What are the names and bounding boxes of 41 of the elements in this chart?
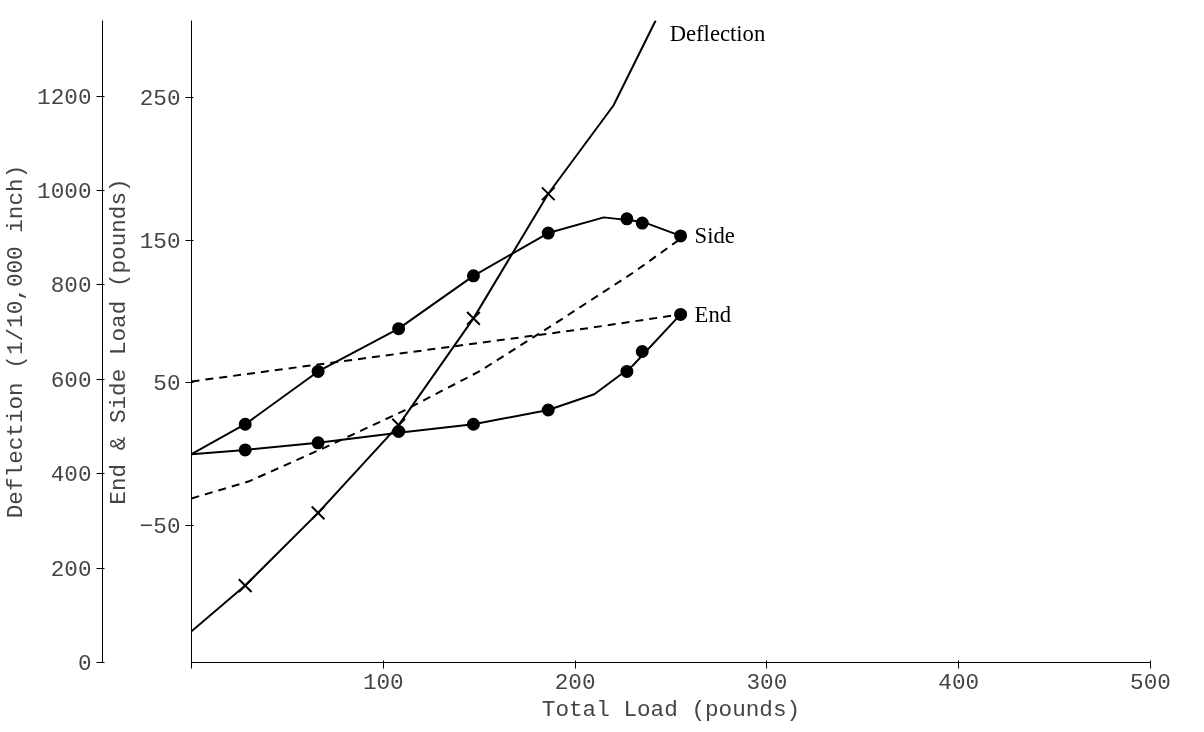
series-label: End <box>694 301 732 327</box>
point <box>541 226 555 240</box>
point <box>541 403 555 417</box>
point <box>635 345 649 358</box>
y-tick-label: 400 <box>50 462 92 489</box>
point <box>620 364 634 378</box>
point <box>620 212 634 226</box>
point <box>311 364 325 378</box>
y-tick-label: 200 <box>50 556 92 583</box>
point <box>635 216 649 230</box>
y-tick-label: 600 <box>50 367 92 394</box>
y-tick-label: 1200 <box>37 84 92 111</box>
point <box>674 229 688 243</box>
y-tick-label: 800 <box>50 273 92 300</box>
point <box>311 436 325 450</box>
x-tick-label: 500 <box>1130 669 1171 696</box>
y-tick-label: 1000 <box>37 178 92 205</box>
series-label: Side <box>694 223 735 249</box>
point <box>238 417 252 431</box>
point <box>466 269 480 283</box>
x-tick-label: 300 <box>746 669 788 696</box>
point <box>392 322 406 336</box>
point <box>466 417 480 431</box>
x-tick-label: 100 <box>362 669 404 696</box>
y-axis-title: Deflection (1/10,000 inch) <box>3 164 30 519</box>
x-axis-title: Total Load (pounds) <box>541 696 801 723</box>
y-tick-label: 0 <box>77 651 92 677</box>
y2-tick-label: 150 <box>139 228 181 255</box>
point <box>540 186 556 202</box>
y2-tick-label: 50 <box>153 371 181 398</box>
x-tick-label: 400 <box>938 669 980 696</box>
y2-tick-label: 250 <box>139 86 181 113</box>
point <box>310 505 326 521</box>
point <box>674 307 688 321</box>
point <box>466 311 481 326</box>
point <box>237 578 253 593</box>
series-label: Deflection <box>669 20 766 46</box>
x-tick-label: 200 <box>554 669 596 696</box>
y2-tick-label: −50 <box>139 514 181 541</box>
y2-axis-title: End & Side Load (pounds) <box>105 178 132 505</box>
point <box>238 443 252 457</box>
